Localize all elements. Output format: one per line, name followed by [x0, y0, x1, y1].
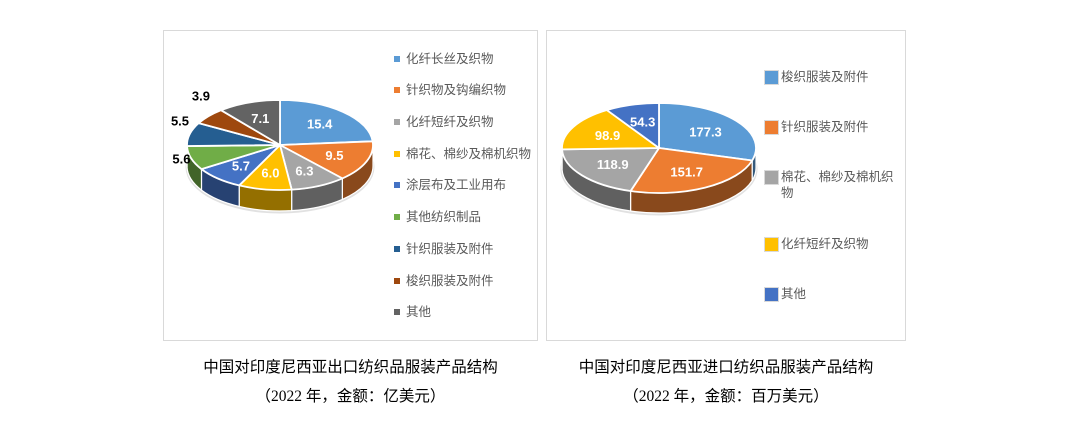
pie-slice-1 — [279, 140, 374, 180]
pie-slice-0 — [279, 99, 374, 146]
import-chart-caption-title: 中国对印度尼西亚进口纺织品服装产品结构 — [578, 359, 874, 376]
legend-item-label: 针织服装及附件 — [406, 241, 494, 256]
legend-item-1: 针织服装及附件 — [764, 119, 902, 136]
slice-value-label-7: 3.9 — [192, 89, 210, 104]
legend-marker-icon — [394, 87, 400, 94]
legend-item-6: 针织服装及附件 — [394, 241, 536, 257]
legend-marker-icon — [394, 309, 400, 316]
import-chart-caption: 中国对印度尼西亚进口纺织品服装产品结构 （2022 年，金额：百万美元） — [546, 353, 906, 411]
export-chart-panel: 15.4 9.5 6.3 6.0 5.7 5.6 5.5 3.9 7.1 化纤长丝及织物 针织物及… — [163, 30, 538, 341]
legend-item-label: 化纤长丝及织物 — [406, 51, 494, 66]
legend-item-label: 棉花、棉纱及棉机织物 — [781, 170, 894, 201]
legend-marker-icon — [394, 119, 400, 126]
export-chart-caption-title: 中国对印度尼西亚出口纺织品服装产品结构 — [203, 359, 498, 376]
pie-slice-3 — [561, 109, 660, 151]
legend-item-2: 棉花、棉纱及棉机织物 — [764, 169, 902, 201]
slice-value-label-8: 7.1 — [251, 111, 269, 126]
legend-item-label: 其他纺织制品 — [406, 210, 482, 225]
legend-item-label: 其他 — [781, 286, 807, 301]
legend-item-8: 其他 — [394, 304, 536, 320]
legend-marker-icon — [764, 70, 779, 86]
slice-value-label-4: 5.7 — [232, 159, 250, 174]
legend-item-label: 梭织服装及附件 — [406, 273, 494, 288]
legend-item-label: 涂层布及工业用布 — [406, 178, 507, 193]
slice-value-label-2: 6.3 — [295, 163, 313, 178]
pie-slice-1 — [629, 147, 754, 194]
legend-marker-icon — [764, 120, 779, 136]
slice-value-label-1: 9.5 — [325, 148, 343, 163]
legend-item-label: 针织服装及附件 — [781, 120, 869, 135]
slice-value-label-0: 15.4 — [307, 117, 333, 132]
legend-item-0: 梭织服装及附件 — [764, 69, 902, 86]
legend-marker-icon — [394, 182, 400, 189]
legend-marker-icon — [764, 236, 779, 252]
import-pie-chart: 177.3 151.7 118.9 98.9 54.3 — [560, 102, 758, 216]
legend-item-4: 涂层布及工业用布 — [394, 177, 536, 193]
legend-marker-icon — [394, 214, 400, 221]
slice-value-label-4: 54.3 — [630, 115, 655, 130]
pie-slice-4 — [605, 102, 660, 149]
export-chart-caption-subtitle: （2022 年，金额：亿美元） — [255, 388, 446, 405]
legend-item-label: 其他 — [406, 305, 432, 320]
export-pie-chart: 15.4 9.5 6.3 6.0 5.7 5.6 5.53.9 7.1 — [171, 89, 375, 214]
legend-item-label: 梭织服装及附件 — [781, 70, 869, 85]
legend-marker-icon — [394, 277, 400, 284]
slice-value-label-5: 5.6 — [172, 152, 190, 167]
export-chart-legend: 化纤长丝及织物 针织物及钩编织物 化纤短纤及织物棉花、棉纱及棉机织物 涂层布及工业用布… — [394, 35, 536, 336]
import-chart-caption-subtitle: （2022 年，金额：百万美元） — [623, 388, 829, 405]
pie-slice-8 — [220, 99, 281, 146]
legend-item-2: 化纤短纤及织物 — [394, 114, 536, 130]
legend-item-3: 化纤短纤及织物 — [764, 236, 902, 252]
slice-value-label-0: 177.3 — [689, 124, 722, 139]
slice-value-label-2: 118.9 — [597, 157, 629, 172]
legend-marker-icon — [394, 245, 400, 252]
legend-item-label: 化纤短纤及织物 — [406, 115, 494, 130]
legend-item-5: 其他纺织制品 — [394, 209, 536, 225]
legend-item-label: 棉花、棉纱及棉机织物 — [406, 146, 532, 161]
pie-slice-2 — [561, 147, 660, 192]
legend-item-label: 针织物及钩编织物 — [406, 83, 507, 98]
legend-item-1: 针织物及钩编织物 — [394, 82, 536, 98]
legend-item-7: 梭织服装及附件 — [394, 273, 536, 289]
legend-marker-icon — [764, 170, 779, 186]
slice-value-label-3: 98.9 — [595, 128, 620, 143]
legend-item-3: 棉花、棉纱及棉机织物 — [394, 146, 536, 162]
export-chart-caption: 中国对印度尼西亚出口纺织品服装产品结构 （2022 年，金额：亿美元） — [163, 353, 538, 411]
import-chart-panel: 177.3 151.7 118.9 98.9 54.3 梭织服装及附件 针织服装及附件棉花… — [546, 30, 906, 341]
slice-value-label-3: 6.0 — [261, 165, 279, 180]
import-chart-legend: 梭织服装及附件 针织服装及附件棉花、棉纱及棉机织物化纤短纤及织物 其他 — [764, 35, 902, 336]
legend-marker-icon — [764, 286, 779, 302]
legend-item-0: 化纤长丝及织物 — [394, 51, 536, 67]
slice-value-label-1: 151.7 — [670, 164, 703, 179]
legend-item-label: 化纤短纤及织物 — [781, 236, 869, 251]
legend-marker-icon — [394, 150, 400, 157]
legend-item-4: 其他 — [764, 286, 902, 302]
pie-slice-0 — [658, 102, 757, 162]
legend-marker-icon — [394, 55, 400, 62]
slice-value-label-6: 5.5 — [171, 114, 189, 129]
